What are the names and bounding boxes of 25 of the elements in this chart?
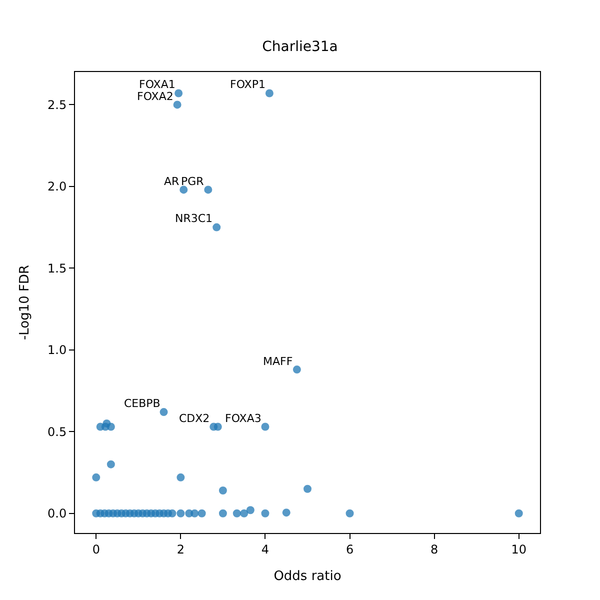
y-tick-label: 1.0 <box>48 343 67 358</box>
chart-title: Charlie31a <box>262 39 338 55</box>
x-tick-label: 6 <box>346 542 354 556</box>
annotation: CDX2 <box>179 412 210 425</box>
y-tick-label: 0.0 <box>48 506 67 521</box>
annotation: MAFF <box>263 355 293 368</box>
x-tick-label: 2 <box>176 542 184 556</box>
x-axis-title: Odds ratio <box>274 569 342 584</box>
x-tick-label: 10 <box>511 542 526 556</box>
y-tick-label: 2.5 <box>48 98 67 112</box>
y-axis-title: -Log10 FDR <box>17 264 32 340</box>
x-tick-label: 4 <box>261 542 270 556</box>
y-tick-label: 0.5 <box>48 424 67 439</box>
y-tick-label: 2.0 <box>48 180 67 194</box>
annotation: NR3C1 <box>175 212 213 225</box>
x-tick-label: 0 <box>92 542 100 556</box>
y-tick-label: 1.5 <box>48 261 67 276</box>
annotation: CEBPB <box>124 397 160 410</box>
annotation: FOXP1 <box>230 78 266 91</box>
annotation: AR <box>164 175 180 188</box>
annotation: FOXA3 <box>225 412 262 425</box>
x-tick-label: 8 <box>430 542 438 556</box>
annotation: FOXA1 <box>139 78 176 91</box>
annotation: FOXA2 <box>137 90 174 103</box>
annotation: PGR <box>181 175 204 188</box>
